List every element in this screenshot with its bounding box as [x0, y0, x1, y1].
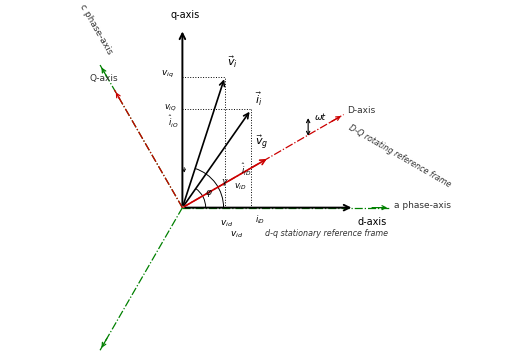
Text: D-Q rotating reference frame: D-Q rotating reference frame: [347, 124, 453, 189]
Text: $i_{iD}$: $i_{iD}$: [255, 213, 265, 226]
Text: γ: γ: [221, 177, 227, 186]
Text: $v_{iq}$: $v_{iq}$: [161, 69, 173, 80]
Text: $v_{id}$: $v_{id}$: [220, 218, 233, 229]
Text: φ: φ: [206, 188, 212, 197]
Text: D-axis: D-axis: [347, 106, 375, 116]
Text: $v_{iD}$: $v_{iD}$: [234, 182, 246, 192]
Text: ωt: ωt: [315, 113, 326, 122]
Text: $\vec{v}_i$: $\vec{v}_i$: [227, 54, 238, 70]
Text: $\hat{i}_{iD}$: $\hat{i}_{iD}$: [241, 162, 251, 178]
Text: c phase-axis: c phase-axis: [78, 3, 114, 56]
Text: q-axis: q-axis: [171, 10, 200, 20]
Text: $v_{id}$: $v_{id}$: [230, 229, 243, 240]
Text: $\hat{i}_{iO}$: $\hat{i}_{iO}$: [168, 114, 179, 130]
Text: d-q stationary reference frame: d-q stationary reference frame: [265, 229, 388, 238]
Text: d-axis: d-axis: [358, 217, 387, 227]
Text: $\vec{i}_i$: $\vec{i}_i$: [255, 90, 262, 108]
Text: Q-axis: Q-axis: [89, 74, 118, 83]
Text: $v_{iQ}$: $v_{iQ}$: [164, 102, 177, 113]
Text: $\vec{v}_g$: $\vec{v}_g$: [255, 134, 268, 152]
Text: a phase-axis: a phase-axis: [394, 201, 451, 211]
